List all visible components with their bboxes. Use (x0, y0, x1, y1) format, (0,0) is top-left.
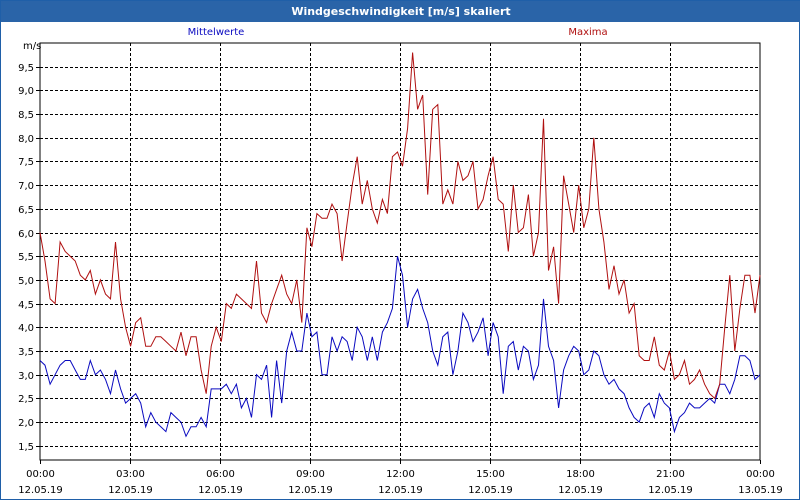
series-mittelwerte-line (39, 256, 761, 438)
x-axis-ticks: 00:00 12.05.19 03:00 12.05.19 06:00 12.05.19 0… (18, 460, 783, 496)
x-tick-date: 12.05.19 (108, 485, 153, 496)
x-tick-time: 06:00 (206, 469, 235, 480)
x-tick-date: 12.05.19 (468, 485, 513, 496)
y-tick-label: 3,0 (18, 371, 34, 382)
x-tick-date: 12.05.19 (288, 485, 333, 496)
y-tick-label: 6,5 (18, 205, 34, 216)
x-tick-date: 13.05.19 (738, 485, 783, 496)
y-tick-label: 5,5 (18, 252, 34, 263)
series (39, 52, 761, 438)
y-tick-label: 9,0 (18, 86, 34, 97)
y-axis-ticks: 1,5 2,0 2,5 3,0 3,5 4,0 4,5 5,0 5,5 6,0 6,5 7,0 7,5 8… (18, 63, 40, 453)
y-tick-label: 4,0 (18, 323, 34, 334)
y-tick-label: 3,5 (18, 347, 34, 358)
series-maxima-line (39, 52, 761, 400)
y-tick-label: 4,5 (18, 300, 34, 311)
y-tick-label: 9,5 (18, 63, 34, 74)
x-tick-time: 15:00 (476, 469, 505, 480)
x-tick-time: 03:00 (116, 469, 145, 480)
y-tick-label: 1,5 (18, 442, 34, 453)
legend-mittelwerte: Mittelwerte (188, 27, 245, 38)
y-tick-label: 8,5 (18, 110, 34, 121)
x-tick-time: 21:00 (656, 469, 685, 480)
y-tick-label: 8,0 (18, 134, 34, 145)
y-tick-label: 6,0 (18, 229, 34, 240)
y-axis-unit: m/s (23, 41, 41, 52)
grid (40, 43, 760, 460)
x-tick-time: 00:00 (26, 469, 55, 480)
y-tick-label: 7,5 (18, 157, 34, 168)
y-tick-label: 7,0 (18, 181, 34, 192)
x-tick-time: 09:00 (296, 469, 325, 480)
x-tick-date: 12.05.19 (558, 485, 603, 496)
legend-maxima: Maxima (568, 27, 607, 38)
x-tick-time: 00:00 (746, 469, 775, 480)
window-title: Windgeschwindigkeit [m/s] skaliert (1, 1, 800, 22)
x-tick-date: 12.05.19 (648, 485, 693, 496)
y-tick-label: 2,0 (18, 418, 34, 429)
y-tick-label: 2,5 (18, 394, 34, 405)
x-tick-date: 12.05.19 (198, 485, 243, 496)
x-tick-date: 12.05.19 (18, 485, 63, 496)
x-tick-date: 12.05.19 (378, 485, 423, 496)
x-tick-time: 18:00 (566, 469, 595, 480)
y-tick-label: 5,0 (18, 276, 34, 287)
x-tick-time: 12:00 (386, 469, 415, 480)
